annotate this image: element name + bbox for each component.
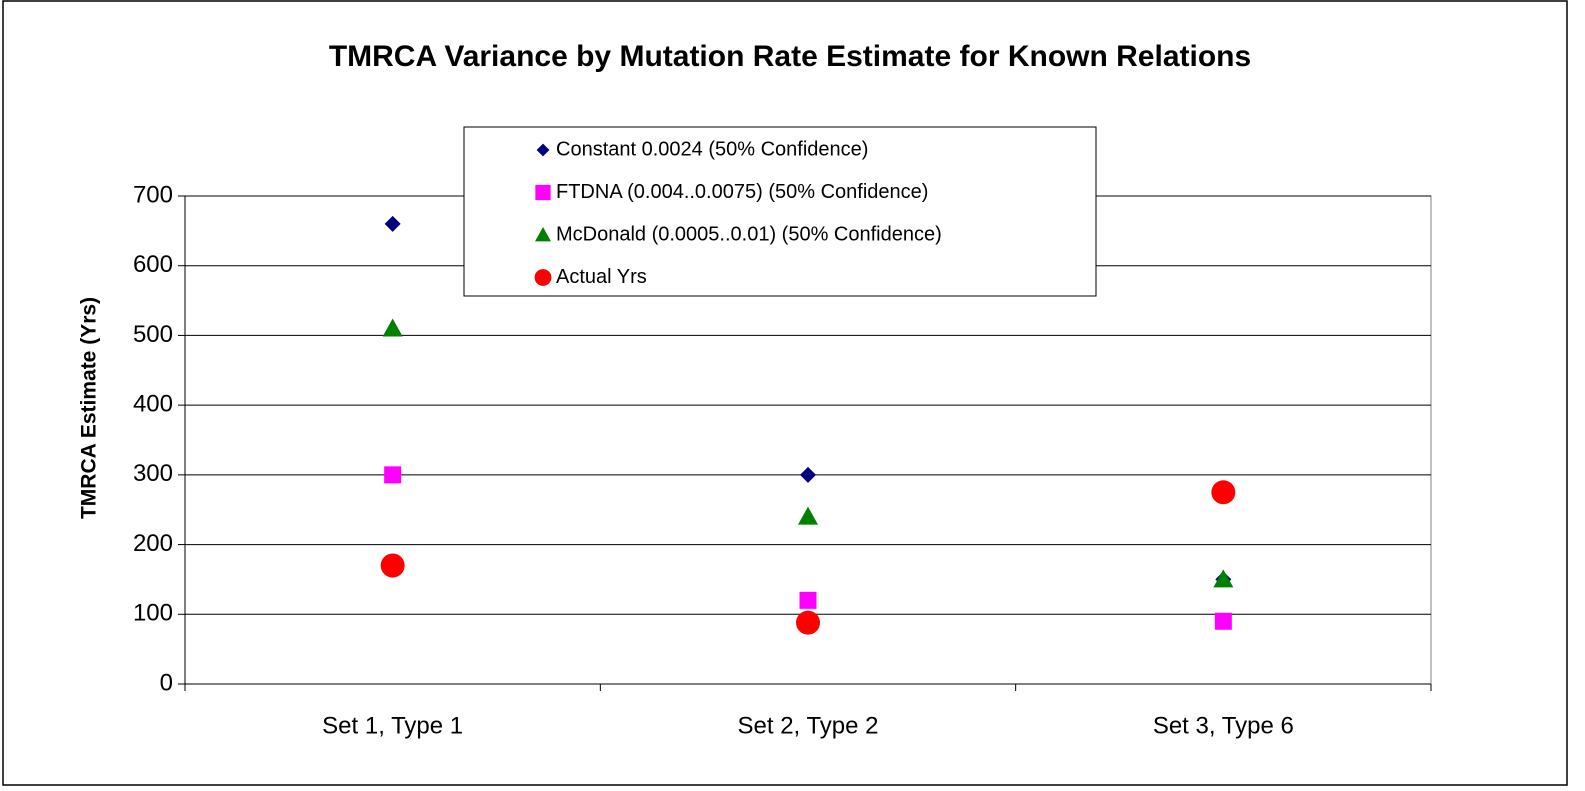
y-axis-label: TMRCA Estimate (Yrs) — [78, 297, 101, 519]
legend-marker — [535, 227, 551, 242]
data-point — [382, 318, 403, 337]
data-point — [1214, 612, 1232, 630]
legend-marker — [536, 143, 550, 157]
chart-title: TMRCA Variance by Mutation Rate Estimate… — [329, 40, 1251, 73]
y-tick-label: 700 — [133, 181, 173, 208]
data-point — [798, 506, 818, 525]
y-tick-label: 0 — [160, 669, 173, 696]
data-point — [796, 610, 820, 635]
y-tick-label: 300 — [133, 460, 173, 487]
y-tick-label: 600 — [133, 251, 173, 278]
data-point — [799, 591, 817, 609]
legend-label: Constant 0.0024 (50% Confidence) — [556, 138, 868, 160]
legend-marker — [534, 269, 552, 286]
x-tick-label: Set 1, Type 1 — [322, 712, 463, 739]
legend-marker — [535, 184, 551, 201]
legend-label: McDonald (0.0005..0.01) (50% Confidence) — [556, 223, 942, 245]
x-tick-label: Set 3, Type 6 — [1153, 712, 1294, 739]
data-point — [800, 466, 816, 483]
x-tick-label: Set 2, Type 2 — [738, 712, 879, 739]
data-point — [384, 215, 401, 232]
legend-label: Actual Yrs — [556, 266, 647, 288]
data-point — [1213, 569, 1234, 588]
data-point — [380, 553, 405, 578]
y-tick-label: 500 — [133, 321, 173, 348]
legend — [463, 126, 1097, 297]
legend-label: FTDNA (0.004..0.0075) (50% Confidence) — [556, 181, 928, 203]
y-tick-label: 100 — [133, 600, 173, 627]
data-point — [1211, 480, 1236, 505]
y-tick-label: 400 — [133, 390, 173, 417]
data-point — [384, 466, 402, 484]
y-tick-label: 200 — [133, 530, 173, 557]
